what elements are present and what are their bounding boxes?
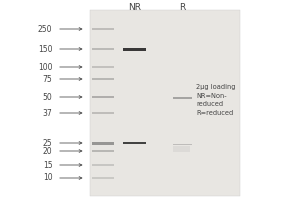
Bar	[92, 28, 114, 30]
Text: 10: 10	[43, 173, 52, 182]
Bar	[92, 142, 114, 144]
Bar	[172, 97, 192, 99]
Text: 75: 75	[43, 74, 52, 84]
Bar	[173, 146, 190, 152]
Bar	[92, 48, 114, 50]
Bar	[92, 112, 114, 114]
Bar	[92, 78, 114, 80]
Bar	[90, 10, 240, 196]
Text: 20: 20	[43, 146, 52, 156]
Text: R: R	[179, 2, 185, 11]
Text: 25: 25	[43, 138, 52, 148]
Text: 100: 100	[38, 62, 52, 72]
Bar	[172, 144, 192, 145]
Bar	[123, 142, 146, 144]
Text: 150: 150	[38, 45, 52, 53]
Text: 15: 15	[43, 160, 52, 170]
Bar	[123, 48, 146, 51]
Text: 37: 37	[43, 108, 52, 117]
Text: 2μg loading
NR=Non-
reduced
R=reduced: 2μg loading NR=Non- reduced R=reduced	[196, 84, 236, 116]
Text: NR: NR	[128, 2, 141, 11]
Bar	[92, 177, 114, 179]
Bar	[92, 96, 114, 98]
Text: 50: 50	[43, 92, 52, 102]
Bar	[92, 150, 114, 152]
Bar	[92, 164, 114, 166]
Text: 250: 250	[38, 24, 52, 33]
Bar	[92, 66, 114, 68]
